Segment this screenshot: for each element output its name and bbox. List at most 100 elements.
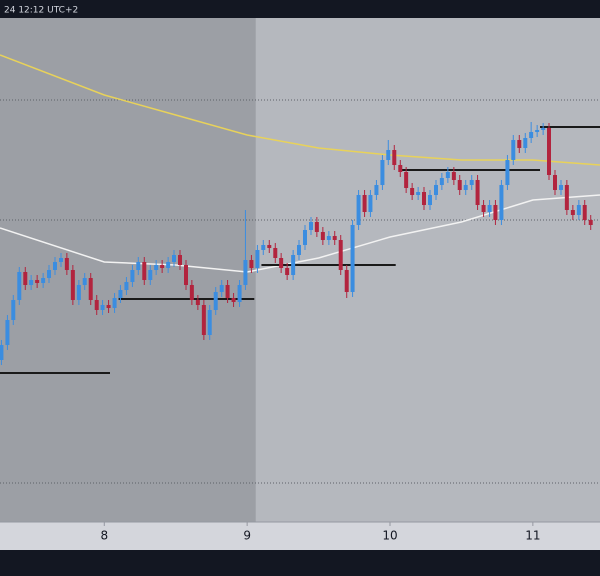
candle-body [570, 210, 575, 215]
candle-body [29, 280, 34, 285]
candle-body [47, 270, 51, 278]
candle-body [5, 320, 10, 345]
candle-body [267, 245, 272, 248]
candle-body [410, 188, 415, 195]
moving-average [0, 194, 600, 273]
candle-body [88, 278, 93, 300]
candle-body [201, 305, 206, 335]
candle-body [576, 205, 581, 215]
candle-body [517, 140, 522, 148]
candle-body [237, 285, 242, 302]
candle-body [332, 236, 337, 240]
candle-body [463, 185, 468, 190]
candle-body [344, 270, 349, 292]
candle-body [320, 232, 325, 240]
candle-body [559, 185, 563, 190]
x-tick-label: 9 [243, 529, 251, 543]
plot-area [0, 18, 600, 522]
candle-body [416, 192, 421, 195]
candle-body [0, 345, 4, 360]
candle-body [511, 140, 516, 160]
candle-body [195, 300, 200, 305]
candle-body [469, 180, 474, 185]
candle-body [100, 305, 105, 310]
candle-body [59, 258, 63, 262]
candle-body [434, 185, 438, 195]
candle-body [314, 222, 319, 232]
candle-body [94, 300, 99, 310]
candle-body [422, 192, 426, 205]
candle-body [505, 160, 510, 185]
candle-body [356, 195, 361, 225]
candle-body [130, 270, 135, 282]
candle-body [475, 180, 480, 205]
candle-body [439, 178, 444, 185]
candle-body [17, 272, 22, 300]
candle-body [124, 282, 129, 290]
candle-body [445, 172, 450, 178]
candle-body [70, 270, 75, 300]
candle-body [362, 195, 367, 212]
candle-body [273, 248, 278, 258]
candle-body [457, 180, 462, 190]
candle-body [523, 138, 528, 148]
candle-body [184, 265, 188, 285]
candle-body [23, 272, 28, 285]
candle-body [386, 150, 391, 160]
x-tick-label: 8 [100, 529, 108, 543]
candle-body [368, 195, 373, 212]
candle-body [243, 260, 248, 285]
candle-body [398, 165, 403, 172]
candle-body [53, 262, 57, 270]
candle-body [261, 245, 266, 250]
top-bar [0, 0, 600, 18]
candle-body [326, 236, 331, 240]
candle-body [529, 132, 534, 138]
candle-body [380, 160, 385, 185]
candle-body [76, 285, 81, 300]
candle-body [588, 220, 593, 225]
candle-body [249, 260, 254, 268]
candle-body [154, 265, 159, 270]
candle-body [64, 258, 69, 270]
candle-body [291, 255, 296, 275]
candle-body [118, 290, 123, 298]
candle-body [213, 292, 218, 310]
candle-body [493, 205, 498, 220]
candle-body [225, 285, 230, 298]
candle-body [189, 285, 194, 300]
candle-body [106, 305, 111, 308]
candle-body [451, 172, 456, 180]
candle-body [392, 150, 397, 165]
candle-body [207, 310, 212, 335]
candle-body [303, 230, 307, 245]
candle-body [541, 128, 546, 130]
candle-body [136, 262, 141, 270]
candle-body [553, 175, 557, 190]
candle-body [112, 298, 117, 308]
candle-body [535, 130, 540, 132]
candle-body [481, 205, 486, 212]
candle-body [148, 270, 153, 280]
candle-body [160, 265, 165, 268]
bottom-bar [0, 550, 600, 576]
candle-body [374, 185, 379, 195]
candle-body [41, 278, 46, 283]
candle-body [82, 278, 87, 285]
x-tick-label: 11 [525, 529, 540, 543]
candle-body [285, 268, 290, 275]
candle-body [35, 280, 40, 283]
candle-body [255, 250, 260, 268]
header-text: 24 12:12 UTC+2 [4, 6, 78, 16]
candle-body [564, 185, 569, 210]
session-shade [0, 18, 256, 522]
candle-body [297, 245, 301, 255]
candle-body [178, 255, 182, 265]
x-tick-label: 10 [382, 529, 397, 543]
candle-body [547, 128, 551, 175]
candle-body [428, 195, 432, 205]
candle-body [231, 298, 236, 302]
candle-body [350, 225, 355, 292]
candle-body [142, 262, 147, 280]
